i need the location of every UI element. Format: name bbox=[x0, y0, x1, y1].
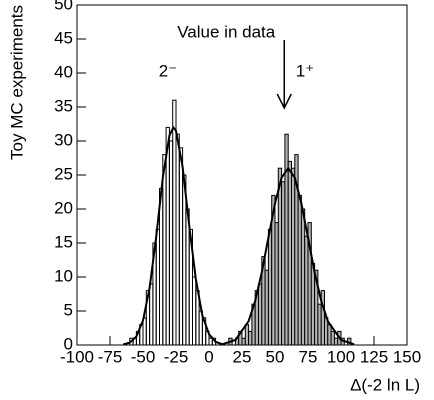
y-tick-label: 40 bbox=[54, 62, 73, 81]
x-tick-label: 75 bbox=[299, 347, 318, 366]
annotation: Value in data bbox=[177, 22, 276, 41]
x-tick-label: 0 bbox=[204, 347, 213, 366]
y-tick-label: 50 bbox=[54, 0, 73, 13]
y-tick-label: 45 bbox=[54, 28, 73, 47]
x-tick-label: 150 bbox=[393, 347, 421, 366]
series-label: 1⁺ bbox=[296, 61, 314, 80]
x-axis-label: Δ(-2 ln L) bbox=[350, 375, 420, 394]
plot-frame bbox=[76, 4, 408, 346]
x-tick-label: -50 bbox=[131, 347, 156, 366]
y-tick-label: 15 bbox=[54, 232, 73, 251]
x-tick-label: -75 bbox=[98, 347, 123, 366]
series-label: 2⁻ bbox=[159, 61, 177, 80]
y-tick-label: 25 bbox=[54, 164, 73, 183]
fit-curve bbox=[122, 125, 223, 346]
x-tick-label: 25 bbox=[233, 347, 252, 366]
y-tick-label: 20 bbox=[54, 198, 73, 217]
fit-curve bbox=[221, 166, 355, 346]
x-tick-label: -25 bbox=[164, 347, 189, 366]
y-tick-label: 35 bbox=[54, 96, 73, 115]
arrow-head bbox=[276, 93, 292, 110]
x-tick-label: 125 bbox=[360, 347, 388, 366]
y-tick-label: 5 bbox=[64, 300, 73, 319]
y-tick-label: 30 bbox=[54, 130, 73, 149]
x-tick-label: 100 bbox=[327, 347, 355, 366]
x-tick-label: -100 bbox=[60, 347, 94, 366]
y-axis-label: Toy MC experiments bbox=[7, 5, 26, 160]
y-tick-label: 0 bbox=[64, 334, 73, 353]
y-tick-label: 10 bbox=[54, 266, 73, 285]
x-tick-label: 50 bbox=[266, 347, 285, 366]
